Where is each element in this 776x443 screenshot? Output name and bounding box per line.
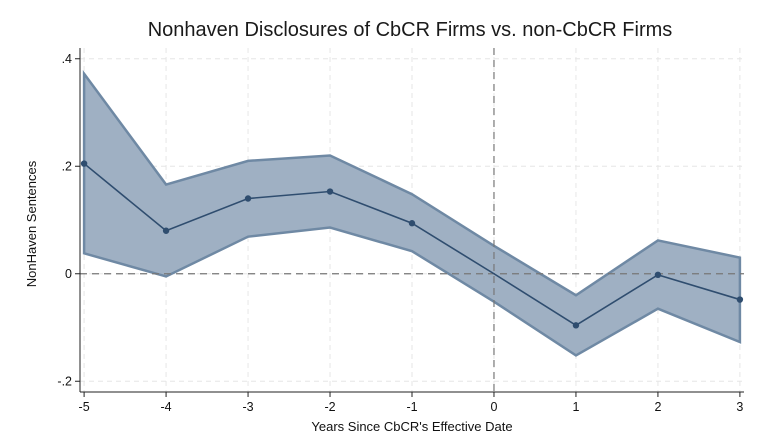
y-axis-label: NonHaven Sentences	[24, 160, 39, 287]
chart-title: Nonhaven Disclosures of CbCR Firms vs. n…	[148, 19, 673, 41]
x-axis-label: Years Since CbCR's Effective Date	[311, 419, 512, 434]
confidence-band	[82, 70, 742, 357]
y-tick-label: .4	[62, 52, 72, 66]
data-point	[654, 271, 662, 279]
x-tick-label: -5	[79, 400, 90, 414]
x-tick-label: 3	[736, 400, 743, 414]
data-point	[80, 160, 88, 167]
data-point	[736, 296, 744, 303]
y-tick-label: .2	[62, 159, 72, 173]
x-tick-label: -1	[406, 400, 417, 414]
plot-area: -.2 0 .2 .4 -5 -4 -3 -2 -1 0 1 2 3	[57, 48, 744, 414]
data-point	[572, 322, 580, 329]
x-tick-label: 0	[490, 400, 497, 414]
x-tick-label: -4	[161, 400, 172, 414]
data-point	[162, 227, 170, 234]
data-point	[408, 220, 416, 227]
x-tick-label: -3	[242, 400, 253, 414]
data-point	[244, 195, 252, 202]
x-tick-label: -2	[324, 400, 335, 414]
x-tick-label: 1	[572, 400, 579, 414]
y-tick-label: 0	[65, 267, 72, 281]
y-tick-label: -.2	[57, 374, 72, 388]
data-point	[326, 188, 334, 195]
x-tick-label: 2	[654, 400, 661, 414]
